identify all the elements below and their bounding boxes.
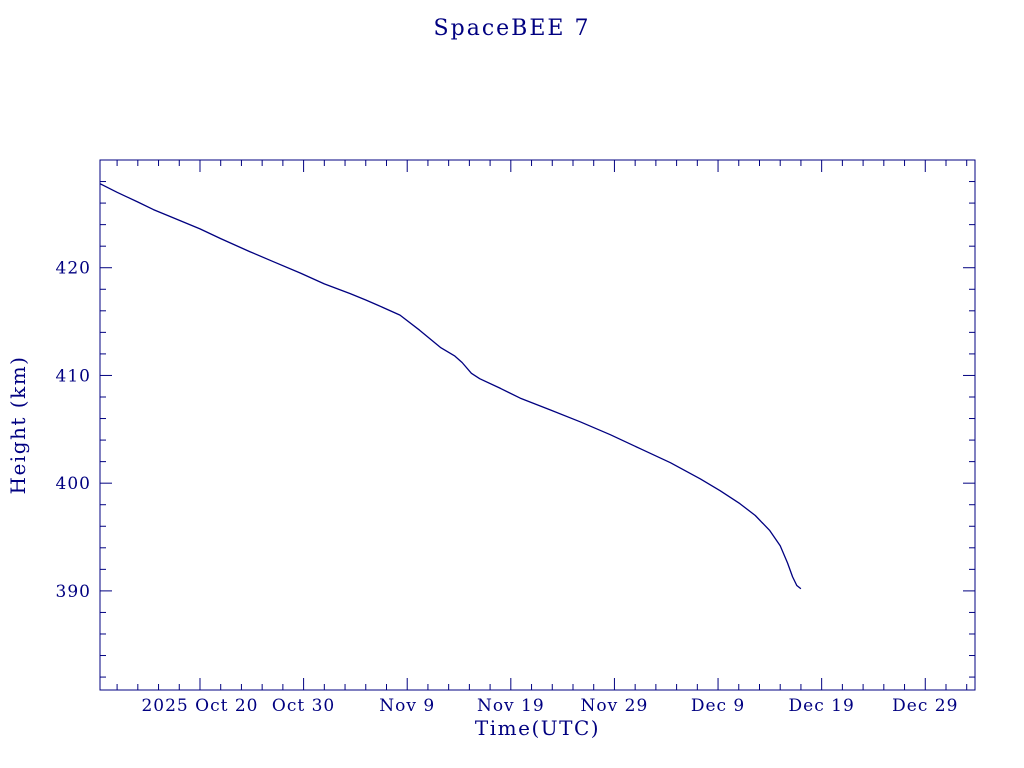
x-tick-label: Nov 9 <box>379 696 435 716</box>
y-tick-label: 420 <box>56 259 91 279</box>
x-tick-label: 2025 Oct 20 <box>141 696 258 716</box>
x-axis-title: Time(UTC) <box>474 716 601 740</box>
x-tick-label: Dec 9 <box>691 696 745 716</box>
x-tick-label: Oct 30 <box>272 696 335 716</box>
plot-border <box>99 159 976 691</box>
y-tick-label: 410 <box>56 366 91 386</box>
x-tick-label: Dec 29 <box>892 696 958 716</box>
height-line <box>99 183 802 590</box>
x-tick-label: Dec 19 <box>789 696 855 716</box>
y-tick-label: 400 <box>56 474 91 494</box>
x-tick-label: Nov 19 <box>477 696 545 716</box>
x-tick-label: Nov 29 <box>581 696 649 716</box>
chart-title: SpaceBEE 7 <box>433 16 591 41</box>
y-tick-label: 390 <box>56 582 91 602</box>
